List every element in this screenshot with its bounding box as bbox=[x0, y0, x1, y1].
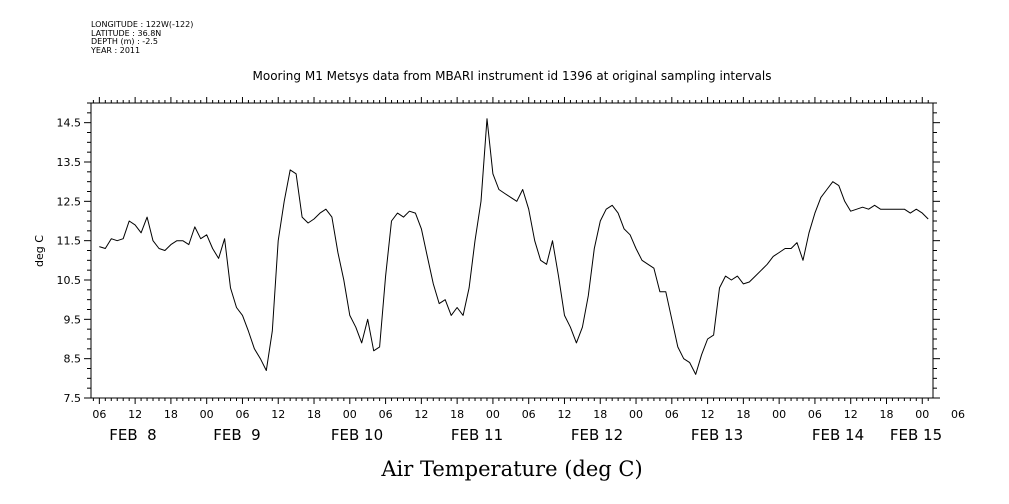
x-tick-label: 18 bbox=[307, 408, 321, 421]
date-label: FEB 12 bbox=[571, 426, 623, 444]
y-tick-label: 10.5 bbox=[57, 274, 82, 287]
x-axis-label: Air Temperature (deg C) bbox=[380, 457, 642, 481]
x-tick-label: 12 bbox=[128, 408, 142, 421]
date-label: FEB 13 bbox=[691, 426, 743, 444]
y-tick-label: 7.5 bbox=[64, 392, 82, 405]
x-tick-label: 18 bbox=[736, 408, 750, 421]
x-tick-label: 12 bbox=[557, 408, 571, 421]
x-tick-label: 06 bbox=[235, 408, 249, 421]
x-tick-label: 00 bbox=[629, 408, 643, 421]
y-tick-label: 9.5 bbox=[64, 313, 82, 326]
date-label: FEB 14 bbox=[812, 426, 864, 444]
x-tick-label: 00 bbox=[200, 408, 214, 421]
x-tick-label: 12 bbox=[414, 408, 428, 421]
x-tick-label: 00 bbox=[772, 408, 786, 421]
date-label: FEB 9 bbox=[213, 426, 260, 444]
y-tick-label: 13.5 bbox=[57, 156, 82, 169]
x-tick-label: 12 bbox=[844, 408, 858, 421]
air-temperature-series-line bbox=[99, 118, 929, 375]
x-tick-label: 06 bbox=[951, 408, 965, 421]
date-labels: FEB 8 FEB 9 FEB 10 FEB 11 FEB 12 FEB 13 FEB 14… bbox=[109, 426, 942, 444]
x-tick-label: 06 bbox=[379, 408, 393, 421]
x-tick-label: 06 bbox=[808, 408, 822, 421]
y-tick-label: 11.5 bbox=[57, 235, 82, 248]
date-label: FEB 10 bbox=[331, 426, 383, 444]
year-text: YEAR : 2011 bbox=[91, 45, 141, 55]
plot-frame bbox=[90, 102, 934, 399]
depth-text: DEPTH (m) : -2.5 bbox=[91, 37, 158, 46]
x-tick-label: 12 bbox=[701, 408, 715, 421]
y-tick-label: 8.5 bbox=[64, 353, 82, 366]
x-tick-labels: 06 12 18 00 06 12 18 00 06 12 18 00 06 12 18 00 06 12 18 00… bbox=[92, 408, 965, 421]
x-tick-label: 18 bbox=[164, 408, 178, 421]
date-label: FEB 8 bbox=[109, 426, 156, 444]
y-axis-label: deg C bbox=[33, 235, 46, 267]
date-label: FEB 11 bbox=[451, 426, 503, 444]
y-tick-labels: 7.5 8.5 9.5 10.5 11.5 12.5 13.5 14.5 bbox=[57, 117, 82, 405]
date-label: FEB 15 bbox=[890, 426, 942, 444]
x-tick-label: 18 bbox=[593, 408, 607, 421]
x-tick-label: 18 bbox=[879, 408, 893, 421]
y-tick-label: 14.5 bbox=[57, 117, 82, 130]
chart-title: Mooring M1 Metsys data from MBARI instru… bbox=[253, 69, 772, 83]
axis-ticks bbox=[84, 97, 940, 404]
x-tick-label: 06 bbox=[665, 408, 679, 421]
x-tick-label: 00 bbox=[343, 408, 357, 421]
x-tick-label: 00 bbox=[915, 408, 929, 421]
x-tick-label: 06 bbox=[92, 408, 106, 421]
latitude-text: LATITUDE : 36.8N bbox=[91, 28, 162, 38]
longitude-text: LONGITUDE : 122W(-122) bbox=[91, 20, 194, 29]
x-tick-label: 06 bbox=[522, 408, 536, 421]
x-tick-label: 00 bbox=[486, 408, 500, 421]
mooring-metadata: LONGITUDE : 122W(-122) LATITUDE : 36.8N … bbox=[91, 20, 194, 55]
x-tick-label: 12 bbox=[271, 408, 285, 421]
x-tick-label: 18 bbox=[450, 408, 464, 421]
y-tick-label: 12.5 bbox=[57, 195, 82, 208]
